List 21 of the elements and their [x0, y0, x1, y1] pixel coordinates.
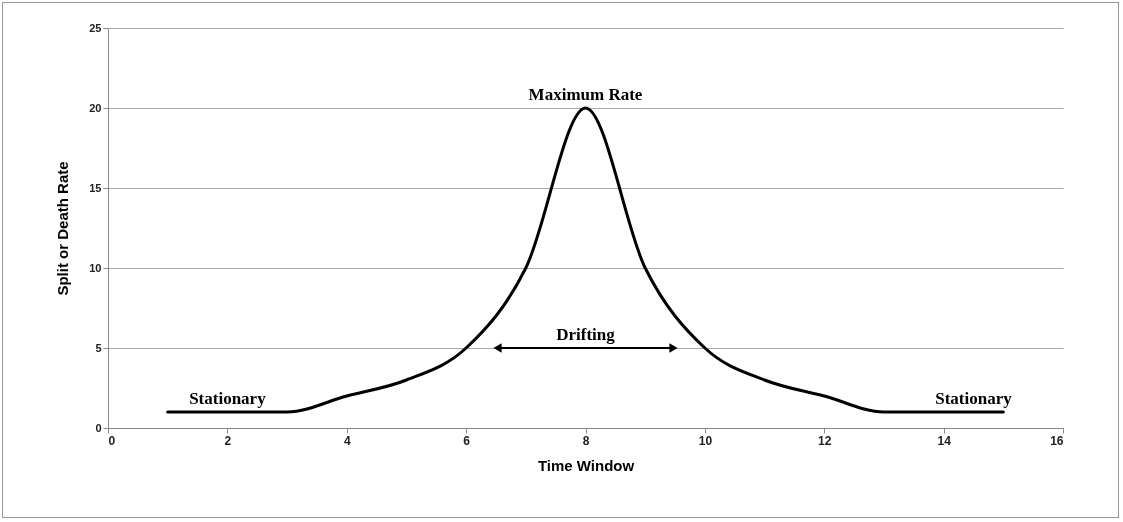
x-tick-label: 6	[463, 433, 471, 448]
x-tick-label: 8	[582, 433, 590, 448]
annotation: Stationary	[189, 389, 267, 408]
y-tick-label: 5	[95, 341, 102, 354]
annotation: Maximum Rate	[528, 85, 643, 104]
y-axis-title: Split or Death Rate	[54, 161, 72, 296]
x-tick-label: 0	[108, 433, 116, 448]
y-tick-label: 20	[89, 101, 102, 114]
y-tick-label: 0	[95, 421, 102, 434]
x-tick-label: 2	[224, 433, 232, 448]
y-tick-label: 10	[89, 261, 102, 274]
x-tick-label: 10	[698, 433, 713, 448]
y-tick-label: 25	[89, 21, 102, 34]
x-tick-label: 14	[937, 433, 952, 448]
x-tick-label: 4	[343, 433, 351, 448]
annotation: Stationary	[935, 389, 1013, 408]
y-tick-label: 15	[89, 181, 102, 194]
x-tick-label: 16	[1050, 433, 1064, 448]
x-tick-label: 12	[818, 433, 832, 448]
x-axis-title: Time Window	[537, 456, 635, 474]
annotation: Drifting	[556, 325, 616, 344]
